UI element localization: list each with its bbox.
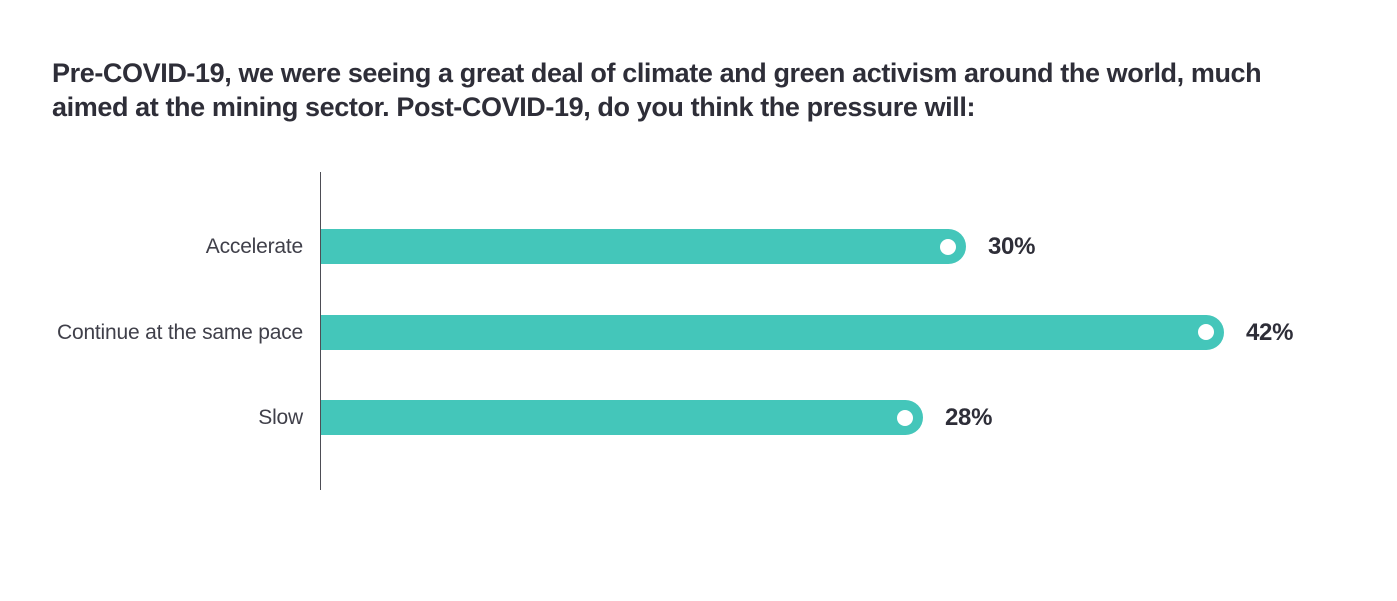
- chart-title: Pre-COVID-19, we were seeing a great dea…: [52, 58, 1262, 122]
- bar-end-dot: [1198, 324, 1214, 340]
- value-label: 28%: [945, 404, 993, 431]
- bar-end-dot: [897, 409, 913, 426]
- bar-row: Slow 28%: [0, 400, 1397, 435]
- bar: [321, 400, 923, 435]
- plot-area: Accelerate 30% Continue at the same pace…: [0, 172, 1397, 490]
- bar-end-dot: [940, 238, 956, 255]
- bar: [321, 229, 966, 264]
- category-label: Slow: [258, 406, 303, 429]
- bar: [321, 314, 1224, 350]
- category-label: Accelerate: [205, 235, 303, 258]
- value-label: 30%: [988, 233, 1036, 260]
- bar-row: Continue at the same pace 42%: [0, 314, 1397, 350]
- category-label: Continue at the same pace: [57, 320, 303, 344]
- y-axis-line: [320, 172, 321, 490]
- bar-row: Accelerate 30%: [0, 229, 1397, 264]
- value-label: 42%: [1246, 318, 1294, 346]
